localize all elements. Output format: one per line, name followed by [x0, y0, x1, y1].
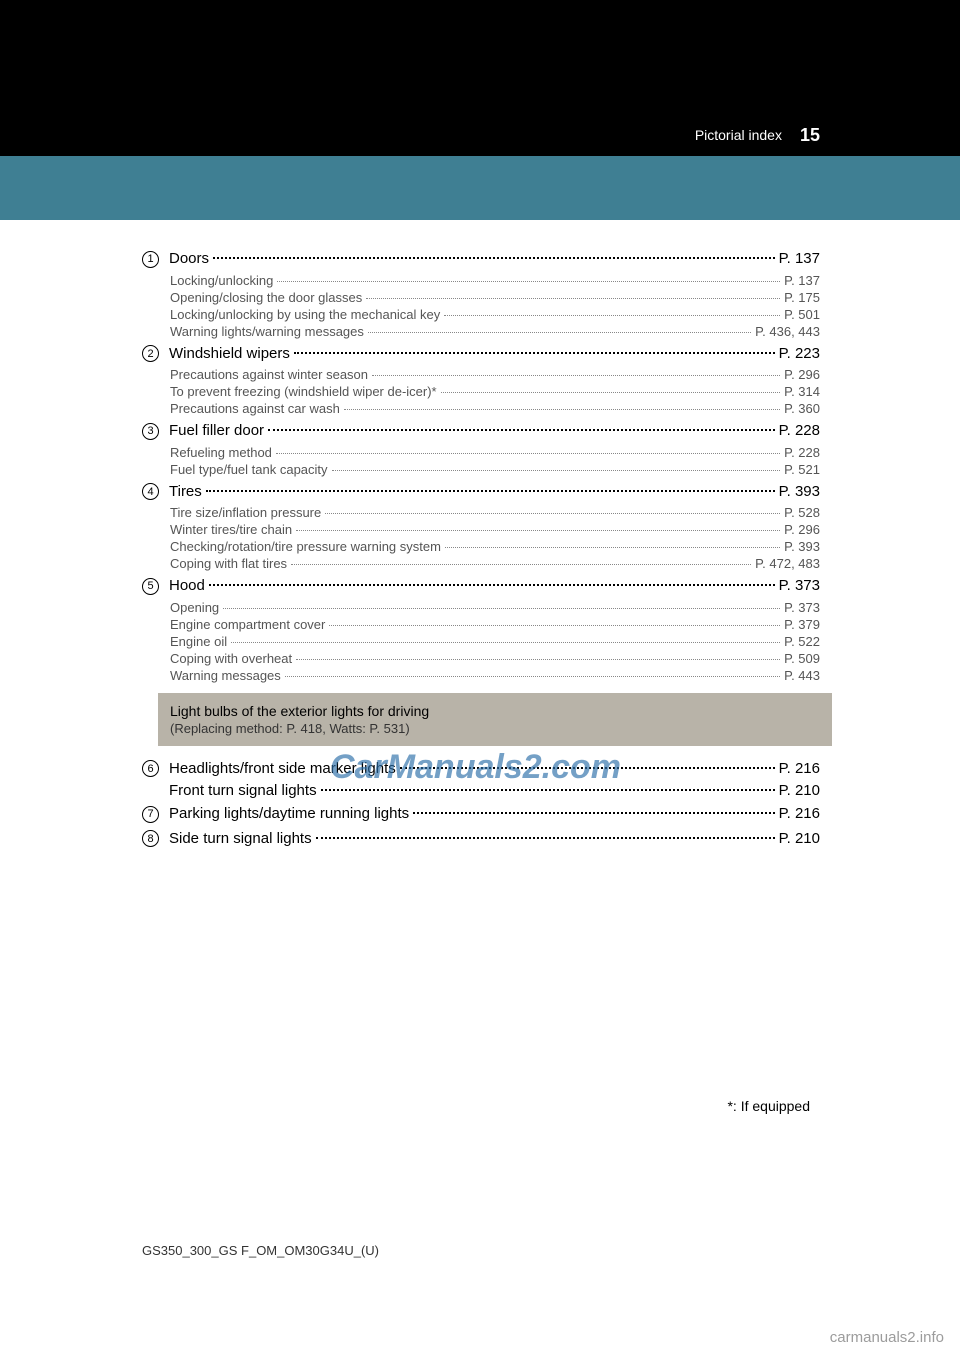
leader-dots: [209, 584, 775, 586]
heading-row: 8 Side turn signal lights P. 210: [170, 830, 820, 849]
leader-dots: [321, 789, 775, 791]
circled-number-6: 6: [142, 760, 159, 777]
group-fuel-door: 3 Fuel filler door P. 228 Refueling meth…: [170, 422, 820, 477]
circled-number-2: 2: [142, 345, 159, 362]
leader-dots: [268, 429, 775, 431]
bottom-watermark: carmanuals2.info: [830, 1329, 944, 1346]
group-doors: 1 Doors P. 137 Locking/unlockingP. 137 O…: [170, 250, 820, 339]
heading-text: Parking lights/daytime running lights: [169, 805, 409, 822]
sub-row: Precautions against winter seasonP. 296: [170, 367, 820, 382]
light-item-8: 8 Side turn signal lights P. 210: [170, 830, 820, 849]
heading-row: 2 Windshield wipers P. 223: [170, 345, 820, 364]
group-hood: 5 Hood P. 373 OpeningP. 373 Engine compa…: [170, 577, 820, 683]
heading-row: 1 Doors P. 137: [170, 250, 820, 269]
sub-row: Warning messagesP. 443: [170, 668, 820, 683]
sub-row: Checking/rotation/tire pressure warning …: [170, 539, 820, 554]
sub-row: OpeningP. 373: [170, 600, 820, 615]
heading-row: 7 Parking lights/daytime running lights …: [170, 805, 820, 824]
sub-row: To prevent freezing (windshield wiper de…: [170, 384, 820, 399]
heading-page: P. 223: [779, 345, 820, 362]
circled-number-4: 4: [142, 483, 159, 500]
heading-page: P. 216: [779, 805, 820, 822]
sub-row: Locking/unlockingP. 137: [170, 273, 820, 288]
top-black-margin: [0, 0, 960, 114]
header-strip: Pictorial index 15: [0, 114, 960, 156]
heading-row: 5 Hood P. 373: [170, 577, 820, 596]
circled-number-3: 3: [142, 423, 159, 440]
watermark: CarManuals2.com: [330, 748, 621, 787]
heading-page: P. 228: [779, 422, 820, 439]
circled-number-7: 7: [142, 806, 159, 823]
sub-row: Fuel type/fuel tank capacityP. 521: [170, 462, 820, 477]
heading-page: P. 216: [779, 760, 820, 777]
sub-row: Engine compartment coverP. 379: [170, 617, 820, 632]
heading-page: P. 373: [779, 577, 820, 594]
sub-row: Winter tires/tire chainP. 296: [170, 522, 820, 537]
sub-row: Locking/unlocking by using the mechanica…: [170, 307, 820, 322]
sub-row: Engine oilP. 522: [170, 634, 820, 649]
leader-dots: [206, 490, 775, 492]
sub-row: Refueling methodP. 228: [170, 445, 820, 460]
heading-page: P. 393: [779, 483, 820, 500]
heading-text: Tires: [169, 483, 202, 500]
leader-dots: [316, 837, 775, 839]
document-code: GS350_300_GS F_OM_OM30G34U_(U): [142, 1243, 379, 1258]
circled-number-1: 1: [142, 251, 159, 268]
light-item-7: 7 Parking lights/daytime running lights …: [170, 805, 820, 824]
group-wipers: 2 Windshield wipers P. 223 Precautions a…: [170, 345, 820, 417]
lightbulb-subtitle: (Replacing method: P. 418, Watts: P. 531…: [170, 721, 820, 736]
sub-row: Coping with overheatP. 509: [170, 651, 820, 666]
sub-row: Warning lights/warning messagesP. 436, 4…: [170, 324, 820, 339]
leader-dots: [213, 257, 775, 259]
footnote: *: If equipped: [727, 1098, 810, 1114]
heading-row: 4 Tires P. 393: [170, 483, 820, 502]
heading-page: P. 137: [779, 250, 820, 267]
leader-dots: [413, 812, 774, 814]
lightbulb-title: Light bulbs of the exterior lights for d…: [170, 703, 820, 719]
lightbulb-box: Light bulbs of the exterior lights for d…: [158, 693, 832, 746]
heading-page: P. 210: [779, 830, 820, 847]
heading-row: 3 Fuel filler door P. 228: [170, 422, 820, 441]
section-label: Pictorial index: [695, 127, 782, 143]
heading-text: Doors: [169, 250, 209, 267]
heading-text: Windshield wipers: [169, 345, 290, 362]
heading-text: Side turn signal lights: [169, 830, 312, 847]
leader-dots: [294, 352, 775, 354]
sub-row: Precautions against car washP. 360: [170, 401, 820, 416]
sub-row: Opening/closing the door glassesP. 175: [170, 290, 820, 305]
sub-row: Tire size/inflation pressureP. 528: [170, 505, 820, 520]
circled-number-8: 8: [142, 830, 159, 847]
heading-text: Hood: [169, 577, 205, 594]
circled-number-5: 5: [142, 578, 159, 595]
heading-text: Fuel filler door: [169, 422, 264, 439]
heading-text: Front turn signal lights: [169, 782, 317, 799]
sub-row: Coping with flat tiresP. 472, 483: [170, 556, 820, 571]
teal-band: [0, 156, 960, 220]
page-number: 15: [800, 125, 820, 146]
heading-page: P. 210: [779, 782, 820, 799]
group-tires: 4 Tires P. 393 Tire size/inflation press…: [170, 483, 820, 572]
